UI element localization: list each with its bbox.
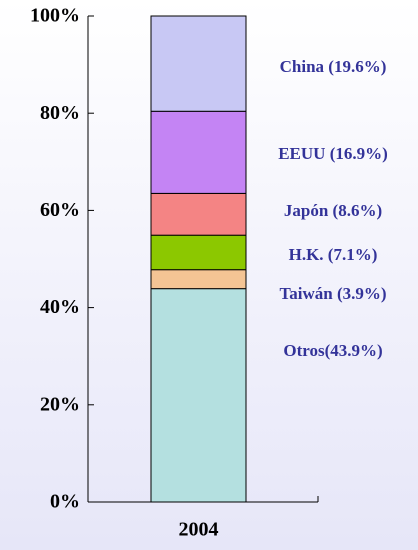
y-tick-label: 0% [50, 491, 80, 513]
segment-label: Japón (8.6%) [284, 201, 382, 220]
y-tick-label: 100% [30, 5, 80, 27]
segment-label: Otros(43.9%) [283, 341, 382, 360]
bar-segment [150, 15, 247, 112]
y-tick-label: 20% [40, 393, 80, 415]
segment-label: Taiwán (3.9%) [279, 284, 386, 303]
segment-label: H.K. (7.1%) [289, 245, 378, 264]
x-tick-label: 2004 [179, 519, 219, 541]
y-tick-label: 60% [40, 199, 80, 221]
bar-segment [150, 288, 247, 503]
y-tick-label: 40% [40, 296, 80, 318]
y-tick-label: 80% [40, 102, 80, 124]
bar-segment [150, 269, 247, 290]
segment-label: EEUU (16.9%) [278, 144, 388, 163]
segment-label: China (19.6%) [280, 57, 387, 76]
bar-segment [150, 234, 247, 271]
bar-segment [150, 110, 247, 194]
bar-segment [150, 192, 247, 236]
